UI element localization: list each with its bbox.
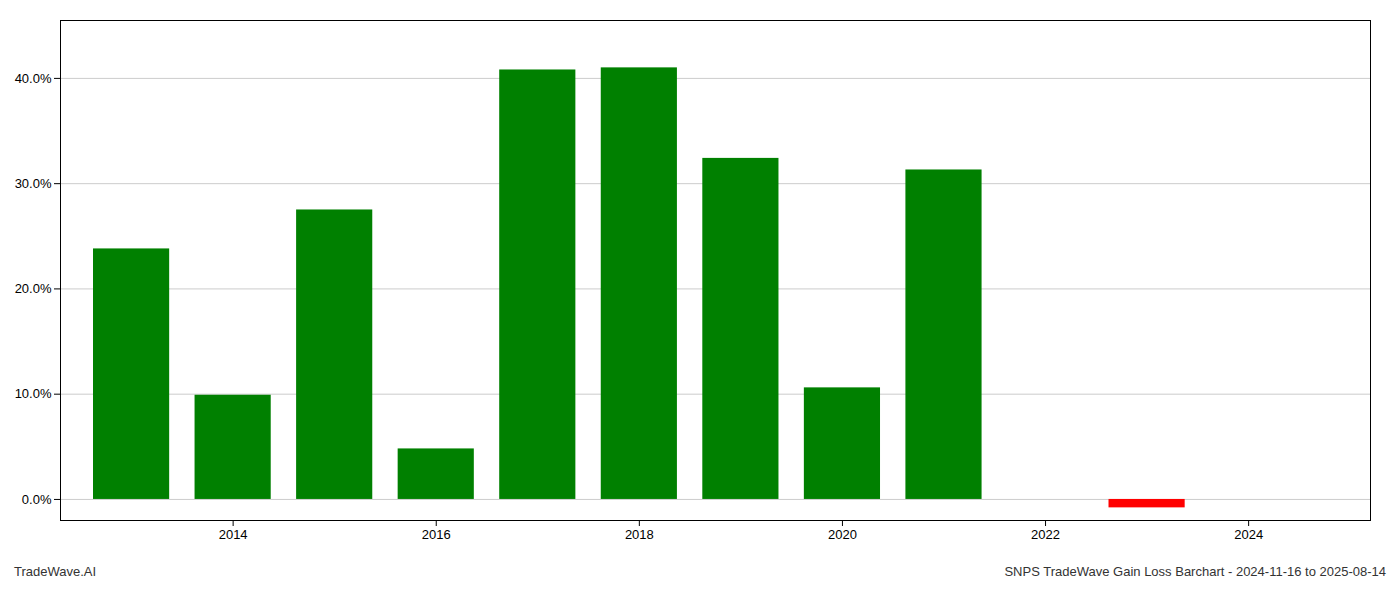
html-text:TradeWave.AI: TradeWave.AI [14, 564, 97, 579]
svg-text:2024: 2024 [1234, 527, 1263, 542]
svg-text:40.0%: 40.0% [15, 71, 52, 86]
svg-text:20.0%: 20.0% [15, 281, 52, 296]
svg-text:2016: 2016 [422, 527, 451, 542]
svg-text:2020: 2020 [828, 527, 857, 542]
html-text:SNPS TradeWave Gain Loss Barch: SNPS TradeWave Gain Loss Barchart - 2024… [1004, 564, 1386, 579]
svg-text:0.0%: 0.0% [22, 492, 52, 507]
svg-text:10.0%: 10.0% [15, 386, 52, 401]
svg-text:2018: 2018 [625, 527, 654, 542]
svg-text:2014: 2014 [219, 527, 248, 542]
svg-text:2022: 2022 [1031, 527, 1060, 542]
svg-text:30.0%: 30.0% [15, 176, 52, 191]
